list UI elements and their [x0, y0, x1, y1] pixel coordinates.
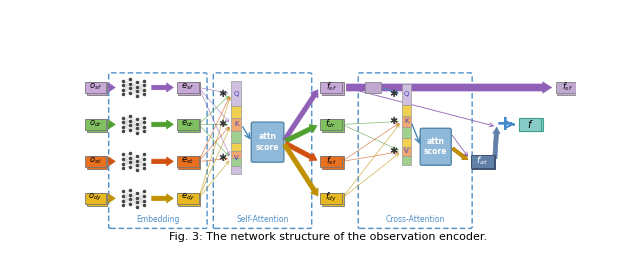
Bar — [322, 119, 344, 132]
Text: K: K — [404, 118, 408, 124]
Bar — [87, 119, 107, 132]
Text: $f_{at}$: $f_{at}$ — [476, 154, 488, 167]
Bar — [85, 82, 106, 93]
Bar — [556, 82, 579, 93]
Bar — [177, 82, 198, 93]
Bar — [322, 82, 344, 95]
Text: attn
score: attn score — [256, 132, 279, 152]
Text: $e_{st}$: $e_{st}$ — [181, 155, 194, 166]
Text: $f_{sf}$: $f_{sf}$ — [326, 80, 337, 93]
Bar — [231, 158, 241, 166]
Text: ✱: ✱ — [218, 120, 227, 129]
Bar — [402, 116, 411, 127]
Text: ✱: ✱ — [389, 116, 397, 126]
Text: ✱: ✱ — [218, 89, 227, 99]
Bar — [320, 193, 342, 204]
FancyBboxPatch shape — [420, 128, 451, 165]
Bar — [231, 166, 241, 174]
FancyBboxPatch shape — [252, 122, 284, 162]
Bar — [320, 119, 342, 130]
Text: V: V — [234, 155, 239, 161]
FancyBboxPatch shape — [109, 73, 207, 228]
Text: Q: Q — [234, 91, 239, 97]
Bar — [231, 81, 241, 106]
Bar — [402, 105, 411, 116]
Text: ✱: ✱ — [389, 89, 397, 99]
Text: $e_{dy}$: $e_{dy}$ — [180, 192, 195, 203]
Text: $f_{sf}$: $f_{sf}$ — [562, 80, 573, 93]
Text: Self-Attention: Self-Attention — [236, 215, 289, 224]
Bar — [557, 82, 580, 95]
Bar — [177, 156, 198, 167]
Text: ✱: ✱ — [218, 153, 227, 163]
Bar — [521, 118, 543, 131]
Bar — [87, 193, 107, 206]
Bar — [179, 193, 200, 206]
Bar — [87, 82, 107, 95]
Bar — [322, 156, 344, 169]
Text: $e_{sf}$: $e_{sf}$ — [181, 81, 194, 92]
Bar — [85, 156, 106, 167]
Bar — [177, 193, 198, 204]
Text: Cross-Attention: Cross-Attention — [385, 215, 445, 224]
Bar — [402, 156, 411, 165]
Bar — [179, 156, 200, 169]
Text: $f$: $f$ — [527, 118, 534, 130]
Bar — [231, 130, 241, 143]
Text: Fig. 3: The network structure of the observation encoder.: Fig. 3: The network structure of the obs… — [169, 232, 487, 241]
Bar — [87, 156, 107, 169]
Text: +: + — [495, 115, 514, 134]
Text: $o_{dr}$: $o_{dr}$ — [89, 118, 102, 129]
Bar — [85, 119, 106, 130]
Bar — [402, 84, 411, 105]
Text: $o_{st}$: $o_{st}$ — [89, 155, 102, 166]
Bar — [320, 156, 342, 167]
Bar — [231, 106, 241, 118]
Bar — [231, 151, 241, 158]
Bar — [177, 119, 198, 130]
Bar — [520, 118, 541, 130]
Text: Embedding: Embedding — [136, 215, 180, 224]
Text: $f_{st}$: $f_{st}$ — [326, 154, 337, 167]
FancyBboxPatch shape — [213, 73, 312, 228]
Bar — [402, 137, 411, 147]
Text: $e_{dr}$: $e_{dr}$ — [181, 118, 195, 129]
Text: V: V — [404, 148, 409, 154]
Text: attn
score: attn score — [424, 137, 447, 157]
Text: ✱: ✱ — [389, 146, 397, 157]
Bar — [231, 118, 241, 130]
Bar — [179, 119, 200, 132]
Text: K: K — [234, 122, 239, 127]
Text: $o_{sf}$: $o_{sf}$ — [89, 81, 102, 92]
Bar — [402, 127, 411, 137]
Bar — [472, 155, 495, 169]
Bar — [179, 82, 200, 95]
Text: Q: Q — [404, 92, 409, 97]
Text: $f_{dr}$: $f_{dr}$ — [325, 117, 337, 130]
FancyBboxPatch shape — [358, 73, 472, 228]
Bar — [402, 147, 411, 156]
Bar — [470, 155, 494, 167]
Bar — [322, 193, 344, 206]
Text: $f_{dy}$: $f_{dy}$ — [325, 191, 337, 204]
Bar — [85, 193, 106, 204]
Bar — [365, 82, 381, 93]
Text: $o_{dy}$: $o_{dy}$ — [88, 192, 102, 203]
Bar — [320, 82, 342, 93]
Bar — [231, 143, 241, 151]
